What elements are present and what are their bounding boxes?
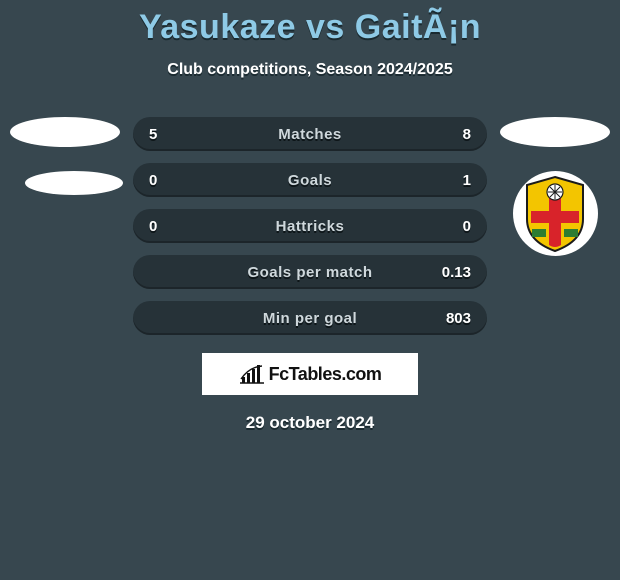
bar-chart-icon <box>239 364 265 384</box>
stat-right-value: 803 <box>429 310 471 327</box>
stat-left-value: 0 <box>149 218 191 235</box>
date-label: 29 october 2024 <box>0 413 620 433</box>
stat-label: Matches <box>278 126 342 143</box>
stat-row: 0 Hattricks 0 <box>133 209 487 243</box>
stat-right-value: 0.13 <box>429 264 471 281</box>
stat-right-value: 1 <box>429 172 471 189</box>
stat-label: Min per goal <box>263 310 357 327</box>
stat-left-value: 0 <box>149 172 191 189</box>
stat-right-value: 8 <box>429 126 471 143</box>
stat-row: Goals per match 0.13 <box>133 255 487 289</box>
subtitle: Club competitions, Season 2024/2025 <box>0 61 620 79</box>
brand-text: FcTables.com <box>269 364 382 385</box>
stat-left-value: 5 <box>149 126 191 143</box>
comparison-content: 5 Matches 8 0 Goals 1 0 Hattricks 0 Goal… <box>0 117 620 433</box>
right-logo-column <box>490 117 620 280</box>
stats-table: 5 Matches 8 0 Goals 1 0 Hattricks 0 Goal… <box>133 117 487 335</box>
stat-right-value: 0 <box>429 218 471 235</box>
left-logo-2 <box>25 171 123 195</box>
stat-label: Goals <box>288 172 332 189</box>
page-title: Yasukaze vs GaitÃ¡n <box>0 0 620 47</box>
club-badge-icon <box>521 175 589 253</box>
stat-label: Hattricks <box>276 218 345 235</box>
brand-logo[interactable]: FcTables.com <box>202 353 418 395</box>
stat-row: 0 Goals 1 <box>133 163 487 197</box>
stat-label: Goals per match <box>247 264 372 281</box>
stat-row: Min per goal 803 <box>133 301 487 335</box>
right-club-badge-container <box>513 171 598 256</box>
left-logo-column <box>0 117 130 219</box>
right-logo-1 <box>500 117 610 147</box>
stat-row: 5 Matches 8 <box>133 117 487 151</box>
left-logo-1 <box>10 117 120 147</box>
